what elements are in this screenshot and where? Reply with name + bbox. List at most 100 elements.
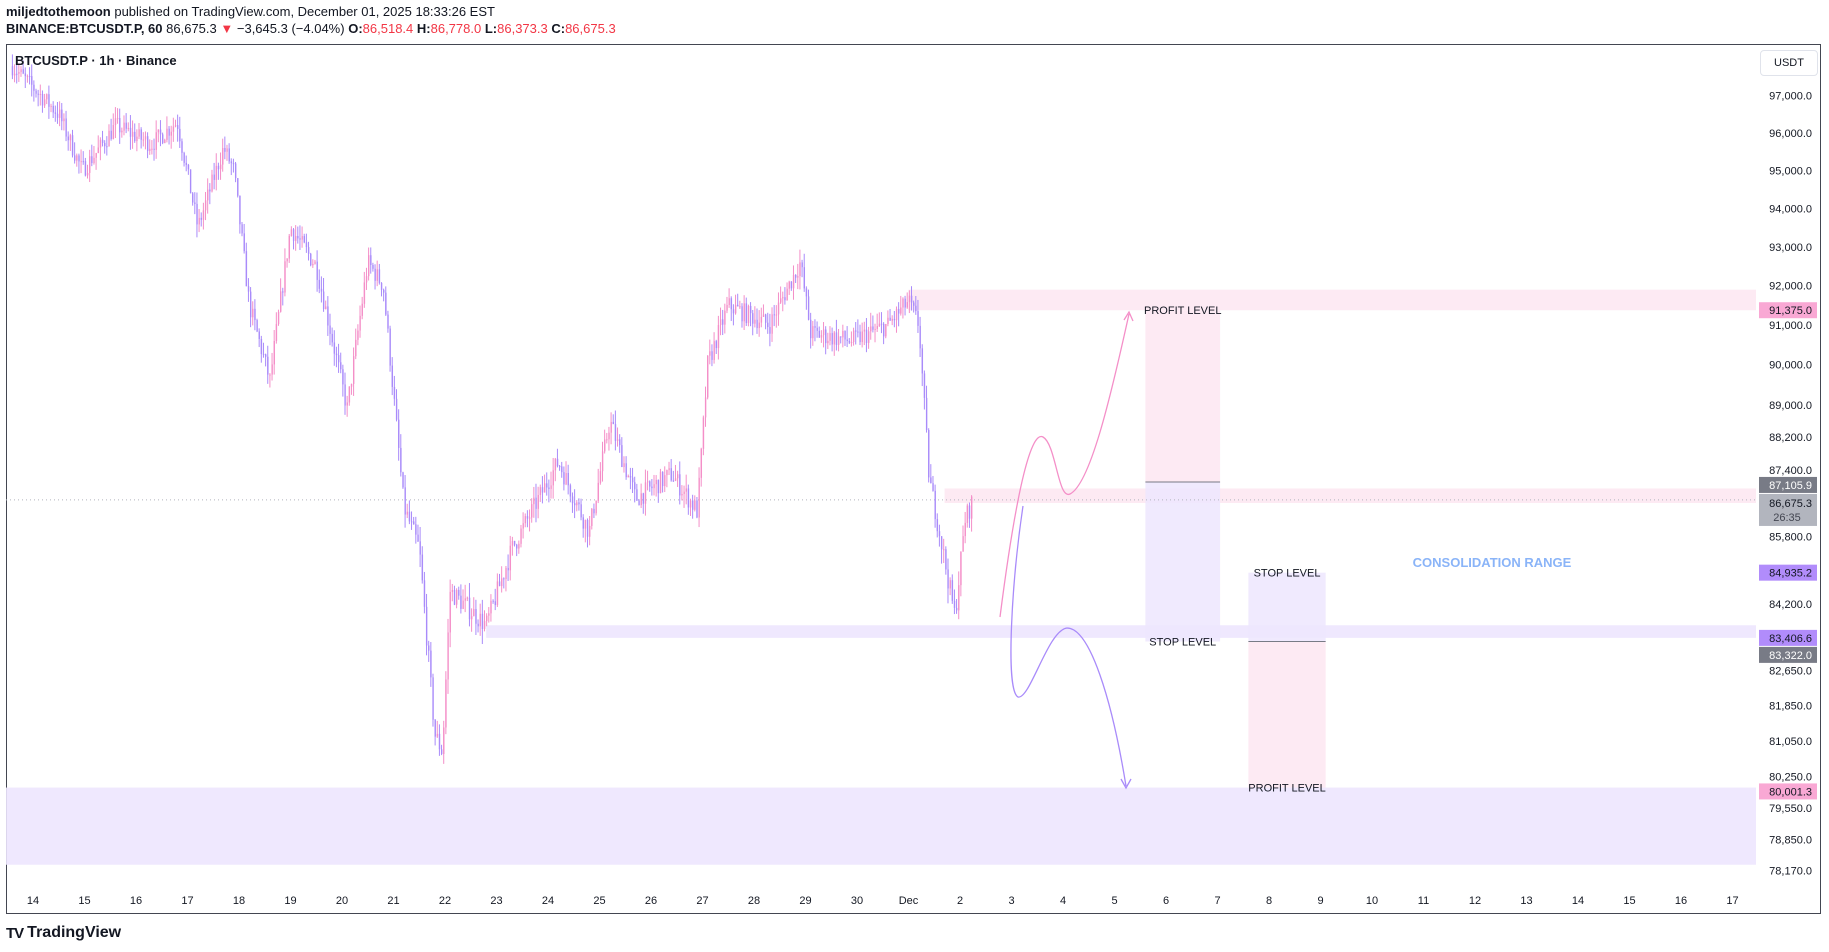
price-tick-label: 80,250.0 bbox=[1769, 771, 1812, 783]
candle-body bbox=[762, 314, 765, 317]
candle-body bbox=[368, 255, 370, 277]
candle-body bbox=[114, 118, 117, 126]
candle-body bbox=[162, 134, 164, 144]
candle-body bbox=[616, 439, 619, 441]
candle-body bbox=[638, 500, 640, 506]
candle-wick bbox=[499, 573, 501, 587]
candle-body bbox=[670, 468, 672, 481]
candle-body bbox=[413, 521, 415, 525]
bearish-scenario-curve bbox=[1010, 505, 1127, 787]
bullish-scenario-curve bbox=[999, 313, 1130, 618]
symbol-info: BINANCE:BTCUSDT.P, 60 86,675.3 ▼ −3,645.… bbox=[6, 21, 616, 36]
price-tick-label: 78,850.0 bbox=[1769, 835, 1812, 847]
candle-wick bbox=[106, 136, 108, 156]
candle-body bbox=[850, 342, 853, 344]
position-profit-zone bbox=[1145, 310, 1221, 483]
candle-wick bbox=[170, 125, 172, 149]
candle-body bbox=[11, 66, 14, 76]
candle-body bbox=[475, 609, 477, 624]
candle-wick bbox=[286, 258, 288, 268]
candle-body bbox=[374, 268, 376, 281]
time-tick-label: 14 bbox=[1572, 895, 1584, 907]
last-price: 86,675.3 bbox=[166, 21, 217, 36]
candle-wick bbox=[82, 151, 84, 165]
candle-body bbox=[666, 470, 668, 476]
candle-wick bbox=[516, 543, 518, 557]
candle-wick bbox=[906, 292, 908, 309]
candle-wick bbox=[451, 583, 453, 602]
candle-body bbox=[490, 600, 492, 614]
candle-wick bbox=[97, 135, 99, 154]
candle-body bbox=[168, 128, 170, 136]
time-tick-label: 3 bbox=[1008, 895, 1014, 907]
candle-body bbox=[792, 274, 795, 289]
candle-body bbox=[642, 493, 645, 504]
candle-wick bbox=[39, 84, 41, 106]
candle-body bbox=[852, 330, 855, 343]
candle-wick bbox=[677, 470, 679, 487]
time-tick-label: 14 bbox=[27, 895, 39, 907]
candle-body bbox=[172, 126, 175, 132]
candle-wick bbox=[876, 313, 878, 333]
candle-body bbox=[556, 458, 559, 467]
candle-body bbox=[777, 302, 780, 315]
candle-wick bbox=[325, 300, 327, 310]
candle-body bbox=[380, 282, 383, 290]
candle-body bbox=[859, 331, 861, 343]
candle-wick bbox=[232, 158, 234, 173]
candle-wick bbox=[494, 588, 496, 611]
candle-body bbox=[284, 261, 286, 293]
price-change: −3,645.3 (−4.04%) bbox=[236, 21, 345, 36]
candle-body bbox=[962, 536, 964, 552]
candle-body bbox=[458, 589, 460, 596]
candle-body bbox=[818, 330, 821, 338]
candle-body bbox=[348, 386, 351, 403]
candle-wick bbox=[187, 163, 189, 175]
candle-body bbox=[318, 279, 321, 289]
candle-body bbox=[28, 76, 31, 78]
tradingview-logo: TV TradingView bbox=[6, 924, 121, 942]
candle-wick bbox=[889, 308, 891, 321]
candle-body bbox=[415, 524, 417, 535]
published-text: published on TradingView.com, December 0… bbox=[114, 4, 495, 19]
candle-body bbox=[376, 269, 378, 281]
candle-wick bbox=[110, 118, 112, 141]
currency-button[interactable]: USDT bbox=[1760, 50, 1818, 76]
price-tick-label: 81,850.0 bbox=[1769, 701, 1812, 713]
close-label: C: bbox=[551, 21, 566, 36]
candle-body bbox=[331, 333, 333, 343]
candle-body bbox=[968, 505, 971, 519]
candle-body bbox=[878, 323, 881, 327]
candle-body bbox=[256, 320, 258, 332]
candle-body bbox=[116, 118, 119, 120]
candle-body bbox=[904, 298, 906, 308]
candle-body bbox=[453, 589, 456, 605]
candle-body bbox=[653, 484, 655, 489]
candle-body bbox=[732, 309, 735, 314]
candle-body bbox=[893, 318, 896, 321]
candle-body bbox=[402, 472, 404, 488]
position-profit-zone bbox=[1248, 641, 1326, 788]
candle-body bbox=[292, 229, 295, 241]
candle-body bbox=[325, 306, 327, 310]
candle-body bbox=[112, 125, 115, 139]
candle-body bbox=[848, 341, 851, 343]
candle-body bbox=[522, 523, 524, 529]
candle-body bbox=[312, 263, 314, 266]
profit-level-label: PROFIT LEVEL bbox=[1144, 305, 1221, 317]
candle-wick bbox=[780, 286, 782, 304]
candle-body bbox=[136, 136, 138, 142]
candle-body bbox=[906, 302, 909, 308]
candle-body bbox=[552, 470, 554, 486]
candle-body bbox=[593, 508, 595, 514]
time-tick-label: 11 bbox=[1418, 895, 1429, 907]
candle-body bbox=[885, 324, 887, 337]
candle-body bbox=[164, 139, 166, 144]
price-tick-label: 84,200.0 bbox=[1769, 599, 1812, 611]
candle-body bbox=[464, 598, 466, 601]
chart-legend: BTCUSDT.P · 1h · Binance bbox=[15, 53, 177, 68]
candle-wick bbox=[754, 306, 756, 328]
price-label-text: 91,375.0 bbox=[1769, 305, 1812, 317]
price-tick-label: 82,650.0 bbox=[1769, 666, 1812, 678]
